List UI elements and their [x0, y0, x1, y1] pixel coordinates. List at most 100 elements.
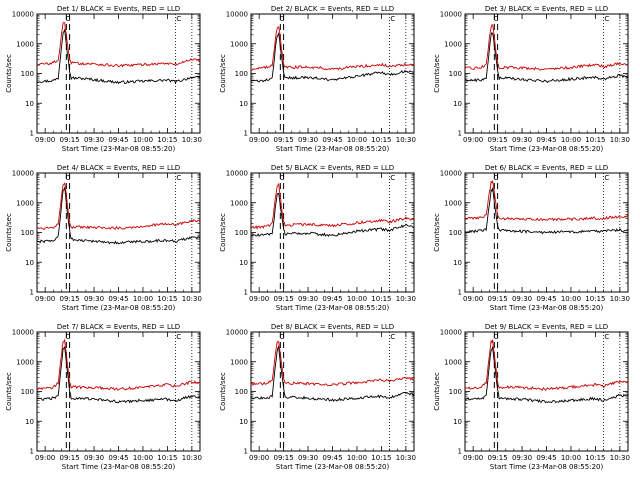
- y-tick-label: 100: [235, 388, 248, 396]
- x-tick-label: 10:00: [561, 454, 581, 462]
- x-tick-label: 09:15: [488, 454, 508, 462]
- x-tick-label: 10:15: [371, 295, 391, 303]
- y-tick-label: 10: [25, 100, 34, 108]
- x-tick-label: 09:45: [322, 454, 342, 462]
- chart-title: Det 3/ BLACK = Events, RED = LLD: [485, 5, 608, 13]
- y-tick-label: 1000: [230, 358, 248, 366]
- marker-label: C: [66, 333, 71, 341]
- y-tick-label: 100: [21, 229, 34, 237]
- y-tick-label: 10: [25, 259, 34, 267]
- y-tick-label: 10000: [12, 170, 34, 178]
- x-tick-label: 09:00: [35, 136, 55, 144]
- x-tick-label: 09:15: [60, 295, 80, 303]
- marker-label: C: [280, 174, 285, 182]
- x-tick-label: 09:15: [274, 454, 294, 462]
- chart-title: Det 1/ BLACK = Events, RED = LLD: [57, 5, 180, 13]
- y-tick-label: 100: [21, 388, 34, 396]
- chart-title: Det 7/ BLACK = Events, RED = LLD: [57, 323, 180, 331]
- y-axis-label: Counts/sec: [5, 372, 13, 411]
- x-tick-label: 10:30: [610, 136, 630, 144]
- x-tick-label: 09:30: [298, 136, 318, 144]
- x-axis-label: Start Time (23-Mar-08 08:55:20): [62, 304, 176, 312]
- x-axis-label: Start Time (23-Mar-08 08:55:20): [276, 463, 390, 471]
- y-tick-label: 1: [30, 289, 34, 297]
- marker-label: C: [494, 15, 499, 23]
- y-tick-label: 10000: [12, 11, 34, 19]
- plot-frame: [464, 13, 629, 134]
- chart-title: Det 9/ BLACK = Events, RED = LLD: [485, 323, 608, 331]
- marker-label: C: [66, 174, 71, 182]
- series-line-lld: [250, 182, 415, 230]
- series-line-events: [250, 344, 415, 402]
- x-tick-label: 09:30: [84, 136, 104, 144]
- y-tick-label: 10000: [226, 329, 248, 337]
- x-tick-label: 09:00: [249, 454, 269, 462]
- y-tick-label: 1000: [444, 358, 462, 366]
- marker-label: C: [390, 15, 395, 23]
- x-tick-label: 10:30: [182, 454, 202, 462]
- x-tick-label: 09:00: [249, 295, 269, 303]
- marker-label: C: [176, 15, 181, 23]
- chart-title: Det 8/ BLACK = Events, RED = LLD: [271, 323, 394, 331]
- chart-panel-1: Det 1/ BLACK = Events, RED = LLD 1 10 100 10…: [5, 5, 202, 153]
- y-tick-label: 100: [449, 70, 462, 78]
- x-tick-label: 10:00: [133, 454, 153, 462]
- x-tick-label: 10:30: [396, 295, 416, 303]
- y-tick-label: 100: [449, 388, 462, 396]
- x-axis-label: Start Time (23-Mar-08 08:55:20): [276, 304, 390, 312]
- x-tick-label: 10:00: [133, 136, 153, 144]
- x-tick-label: 10:00: [347, 454, 367, 462]
- y-tick-label: 1000: [230, 199, 248, 207]
- y-tick-label: 10000: [440, 170, 462, 178]
- x-tick-label: 10:15: [371, 136, 391, 144]
- x-tick-label: 10:30: [182, 136, 202, 144]
- marker-label: C: [604, 174, 609, 182]
- x-tick-label: 10:30: [396, 454, 416, 462]
- y-tick-label: 1: [244, 130, 248, 138]
- y-tick-label: 100: [235, 70, 248, 78]
- y-axis-label: Counts/sec: [219, 213, 227, 252]
- y-tick-label: 1000: [16, 40, 34, 48]
- marker-label: C: [176, 174, 181, 182]
- series-line-events: [36, 187, 201, 245]
- marker-label: C: [604, 15, 609, 23]
- y-tick-label: 1000: [444, 199, 462, 207]
- y-tick-label: 1: [458, 448, 462, 456]
- y-tick-label: 1: [244, 448, 248, 456]
- x-tick-label: 09:30: [512, 295, 532, 303]
- marker-label: C: [176, 333, 181, 341]
- y-tick-label: 1: [458, 130, 462, 138]
- y-tick-label: 1000: [16, 199, 34, 207]
- x-tick-label: 10:30: [610, 454, 630, 462]
- x-axis-label: Start Time (23-Mar-08 08:55:20): [276, 145, 390, 153]
- marker-label: C: [280, 333, 285, 341]
- plot-frame: [250, 172, 415, 293]
- y-tick-label: 1000: [16, 358, 34, 366]
- series-line-lld: [464, 179, 629, 222]
- y-tick-label: 10000: [226, 170, 248, 178]
- x-tick-label: 09:15: [274, 136, 294, 144]
- x-tick-label: 10:15: [585, 295, 605, 303]
- y-tick-label: 100: [449, 229, 462, 237]
- y-axis-label: Counts/sec: [5, 213, 13, 252]
- y-axis-label: Counts/sec: [219, 372, 227, 411]
- x-tick-label: 09:00: [463, 295, 483, 303]
- series-line-events: [250, 192, 415, 238]
- series-line-lld: [464, 24, 629, 71]
- x-tick-label: 09:30: [298, 295, 318, 303]
- x-tick-label: 09:45: [322, 136, 342, 144]
- y-tick-label: 1: [30, 130, 34, 138]
- y-axis-label: Counts/sec: [219, 54, 227, 93]
- x-tick-label: 09:00: [463, 454, 483, 462]
- y-tick-label: 10: [25, 418, 34, 426]
- y-tick-label: 10000: [226, 11, 248, 19]
- x-tick-label: 09:45: [322, 295, 342, 303]
- chart-panel-4: Det 4/ BLACK = Events, RED = LLD 1 10 100 10…: [5, 164, 202, 312]
- x-axis-label: Start Time (23-Mar-08 08:55:20): [62, 145, 176, 153]
- x-tick-label: 10:00: [561, 295, 581, 303]
- x-tick-label: 10:30: [182, 295, 202, 303]
- x-tick-label: 09:00: [35, 295, 55, 303]
- x-tick-label: 09:15: [488, 295, 508, 303]
- plot-frame: [250, 331, 415, 452]
- x-tick-label: 10:00: [133, 295, 153, 303]
